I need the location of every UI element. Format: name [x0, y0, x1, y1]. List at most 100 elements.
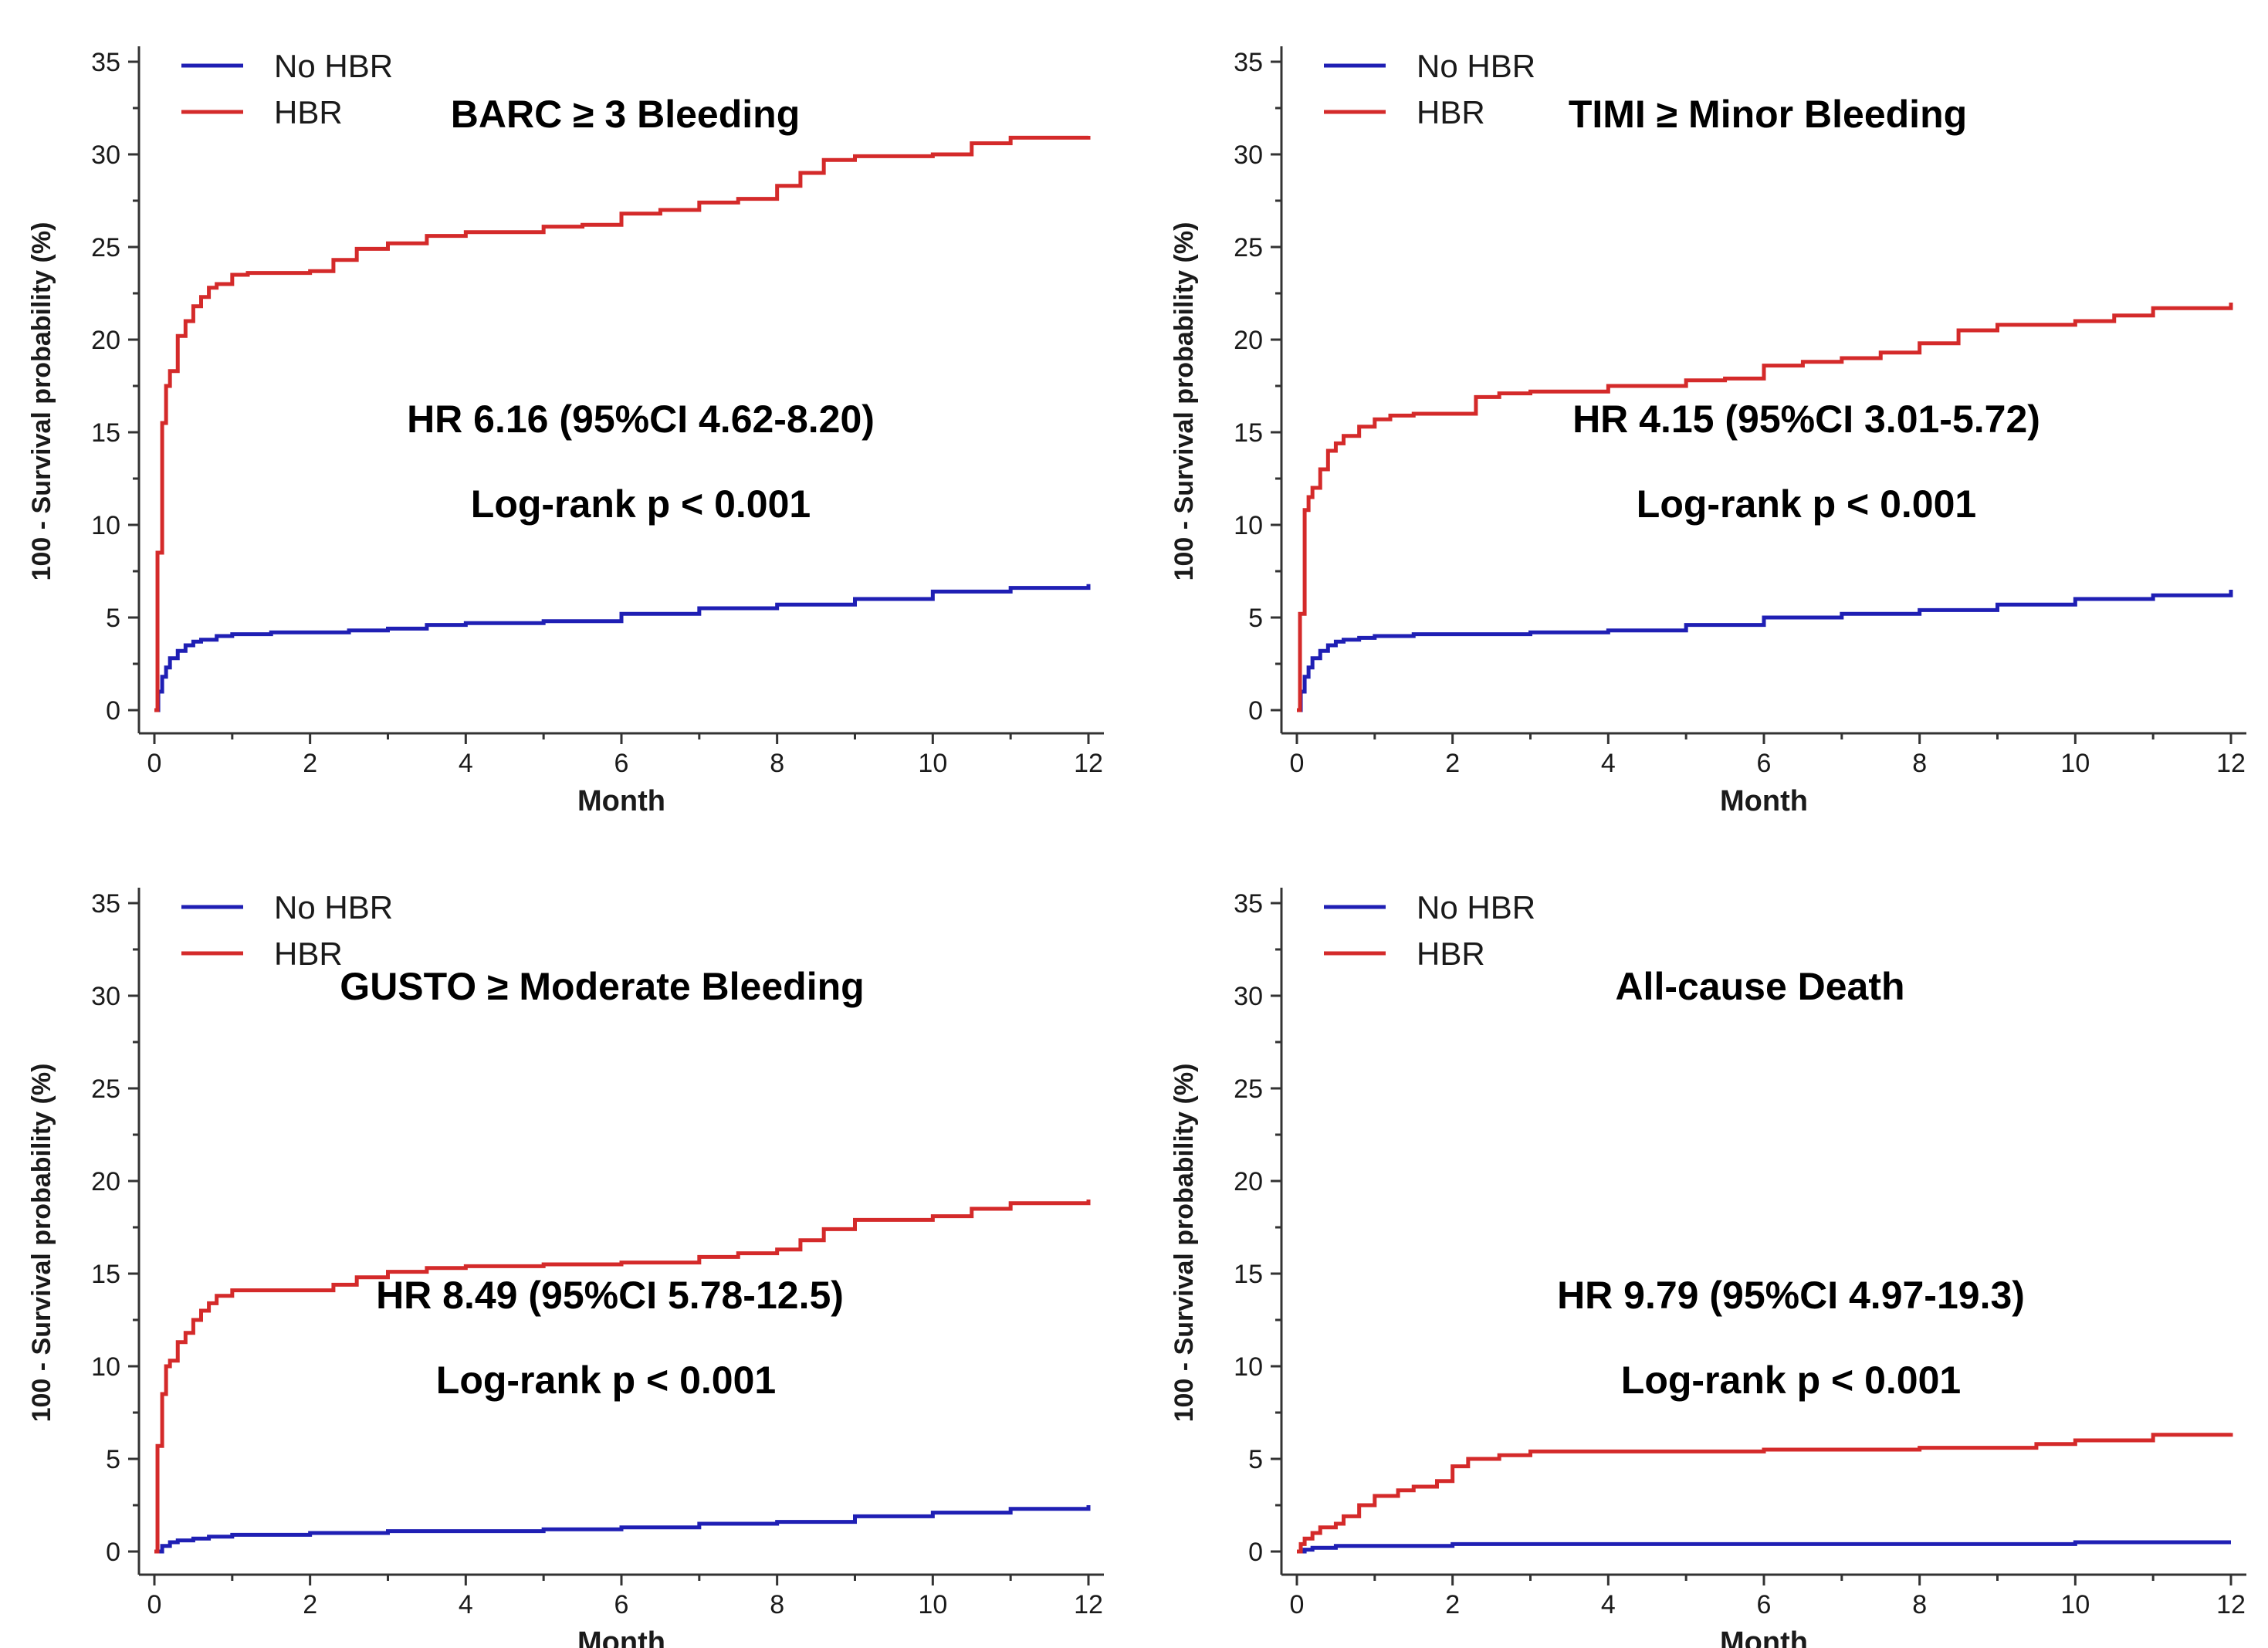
y-tick-label: 0	[106, 696, 120, 726]
y-tick-label: 35	[91, 889, 120, 919]
y-tick-label: 20	[91, 326, 120, 355]
y-tick-label: 35	[91, 48, 120, 77]
x-tick-label: 12	[2216, 749, 2246, 778]
x-tick-label: 12	[1074, 1590, 1103, 1619]
hazard-ratio-annotation: HR 9.79 (95%CI 4.97-19.3)	[1557, 1274, 2025, 1317]
x-tick-label: 2	[303, 1590, 317, 1619]
y-tick-label: 25	[91, 1074, 120, 1104]
x-tick-label: 4	[459, 1590, 473, 1619]
legend-label-no-hbr: No HBR	[274, 48, 393, 84]
legend-label-hbr: HBR	[274, 936, 343, 972]
chart-title: BARC ≥ 3 Bleeding	[451, 93, 801, 136]
y-tick-label: 15	[91, 1260, 120, 1289]
x-tick-label: 6	[1757, 1590, 1772, 1619]
x-tick-label: 6	[614, 1590, 629, 1619]
legend-label-hbr: HBR	[274, 94, 343, 130]
series-line-hbr	[154, 135, 1091, 712]
series-line-no-hbr	[1297, 590, 2233, 712]
y-tick-label: 0	[1248, 696, 1263, 726]
x-tick-label: 2	[1445, 1590, 1460, 1619]
y-tick-label: 20	[91, 1167, 120, 1196]
x-tick-label: 4	[1601, 1590, 1616, 1619]
x-tick-label: 2	[1445, 749, 1460, 778]
y-tick-label: 30	[91, 140, 120, 170]
y-tick-label: 10	[1234, 1352, 1263, 1382]
x-tick-label: 2	[303, 749, 317, 778]
y-tick-label: 5	[1248, 1445, 1263, 1474]
log-rank-annotation: Log-rank p < 0.001	[471, 482, 811, 526]
series-line-no-hbr	[1297, 1540, 2231, 1554]
y-tick-label: 0	[106, 1538, 120, 1567]
y-axis-title: 100 - Survival probability (%)	[1170, 1064, 1199, 1423]
chart-panel-2: 0 5 10 15 20 25 30 35 0 2 4 6 8 10 12 Month 100 - Surviv…	[1170, 46, 2246, 817]
x-tick-label: 6	[1757, 749, 1772, 778]
chart-panel-1: 0 5 10 15 20 25 30 35 0 2 4 6 8 10 12 Month 100 - Surviv…	[27, 46, 1104, 817]
x-axis-title: Month	[1720, 1626, 1808, 1648]
y-axis-title: 100 - Survival probability (%)	[27, 1064, 56, 1423]
x-tick-label: 8	[1912, 749, 1927, 778]
x-axis-title: Month	[1720, 785, 1808, 817]
y-tick-label: 5	[1248, 604, 1263, 633]
hazard-ratio-annotation: HR 8.49 (95%CI 5.78-12.5)	[376, 1274, 844, 1317]
series-line-no-hbr	[154, 1505, 1091, 1554]
y-tick-label: 10	[1234, 511, 1263, 540]
legend-label-no-hbr: No HBR	[1417, 889, 1535, 926]
legend-label-no-hbr: No HBR	[274, 889, 393, 926]
y-tick-label: 25	[91, 233, 120, 262]
x-tick-label: 0	[147, 749, 162, 778]
hazard-ratio-annotation: HR 6.16 (95%CI 4.62-8.20)	[407, 398, 875, 441]
y-tick-label: 5	[106, 1445, 120, 1474]
y-axis-title: 100 - Survival probability (%)	[1170, 222, 1199, 581]
x-tick-label: 10	[2060, 1590, 2090, 1619]
x-tick-label: 0	[1290, 1590, 1305, 1619]
chart-panel-4: 0 5 10 15 20 25 30 35 0 2 4 6 8 10 12 Month 100 - Surviv…	[1170, 888, 2246, 1648]
y-tick-label: 30	[1234, 140, 1263, 170]
y-tick-label: 20	[1234, 1167, 1263, 1196]
log-rank-annotation: Log-rank p < 0.001	[1621, 1359, 1961, 1402]
legend-label-no-hbr: No HBR	[1417, 48, 1535, 84]
y-tick-label: 35	[1234, 48, 1263, 77]
legend-label-hbr: HBR	[1417, 936, 1485, 972]
x-axis-title: Month	[577, 1626, 665, 1648]
x-tick-label: 0	[147, 1590, 162, 1619]
x-tick-label: 4	[459, 749, 473, 778]
x-tick-label: 6	[614, 749, 629, 778]
x-tick-label: 12	[1074, 749, 1103, 778]
x-tick-label: 8	[770, 749, 784, 778]
log-rank-annotation: Log-rank p < 0.001	[1637, 482, 1976, 526]
x-tick-label: 8	[770, 1590, 784, 1619]
series-line-hbr	[1297, 303, 2233, 712]
x-tick-label: 8	[1912, 1590, 1927, 1619]
y-tick-label: 5	[106, 604, 120, 633]
chart-title: All-cause Death	[1615, 965, 1904, 1008]
x-tick-label: 10	[918, 1590, 947, 1619]
y-tick-label: 30	[1234, 982, 1263, 1011]
y-tick-label: 10	[91, 1352, 120, 1382]
y-tick-label: 15	[1234, 1260, 1263, 1289]
y-tick-label: 10	[91, 511, 120, 540]
chart-panel-3: 0 5 10 15 20 25 30 35 0 2 4 6 8 10 12 Month 100 - Surviv…	[27, 888, 1104, 1648]
series-line-hbr	[1297, 1433, 2233, 1554]
x-tick-label: 4	[1601, 749, 1616, 778]
x-tick-label: 10	[918, 749, 947, 778]
series-line-hbr	[154, 1200, 1091, 1554]
y-tick-label: 30	[91, 982, 120, 1011]
log-rank-annotation: Log-rank p < 0.001	[436, 1359, 776, 1402]
chart-title: GUSTO ≥ Moderate Bleeding	[340, 965, 864, 1008]
hazard-ratio-annotation: HR 4.15 (95%CI 3.01-5.72)	[1572, 398, 2040, 441]
x-axis-title: Month	[577, 785, 665, 817]
y-tick-label: 15	[1234, 418, 1263, 448]
x-tick-label: 12	[2216, 1590, 2246, 1619]
y-tick-label: 25	[1234, 233, 1263, 262]
y-tick-label: 0	[1248, 1538, 1263, 1567]
y-tick-label: 20	[1234, 326, 1263, 355]
chart-title: TIMI ≥ Minor Bleeding	[1569, 93, 1967, 136]
y-tick-label: 15	[91, 418, 120, 448]
y-tick-label: 25	[1234, 1074, 1263, 1104]
x-tick-label: 10	[2060, 749, 2090, 778]
y-tick-label: 35	[1234, 889, 1263, 919]
series-line-no-hbr	[154, 584, 1091, 712]
x-tick-label: 0	[1290, 749, 1305, 778]
y-axis-title: 100 - Survival probability (%)	[27, 222, 56, 581]
